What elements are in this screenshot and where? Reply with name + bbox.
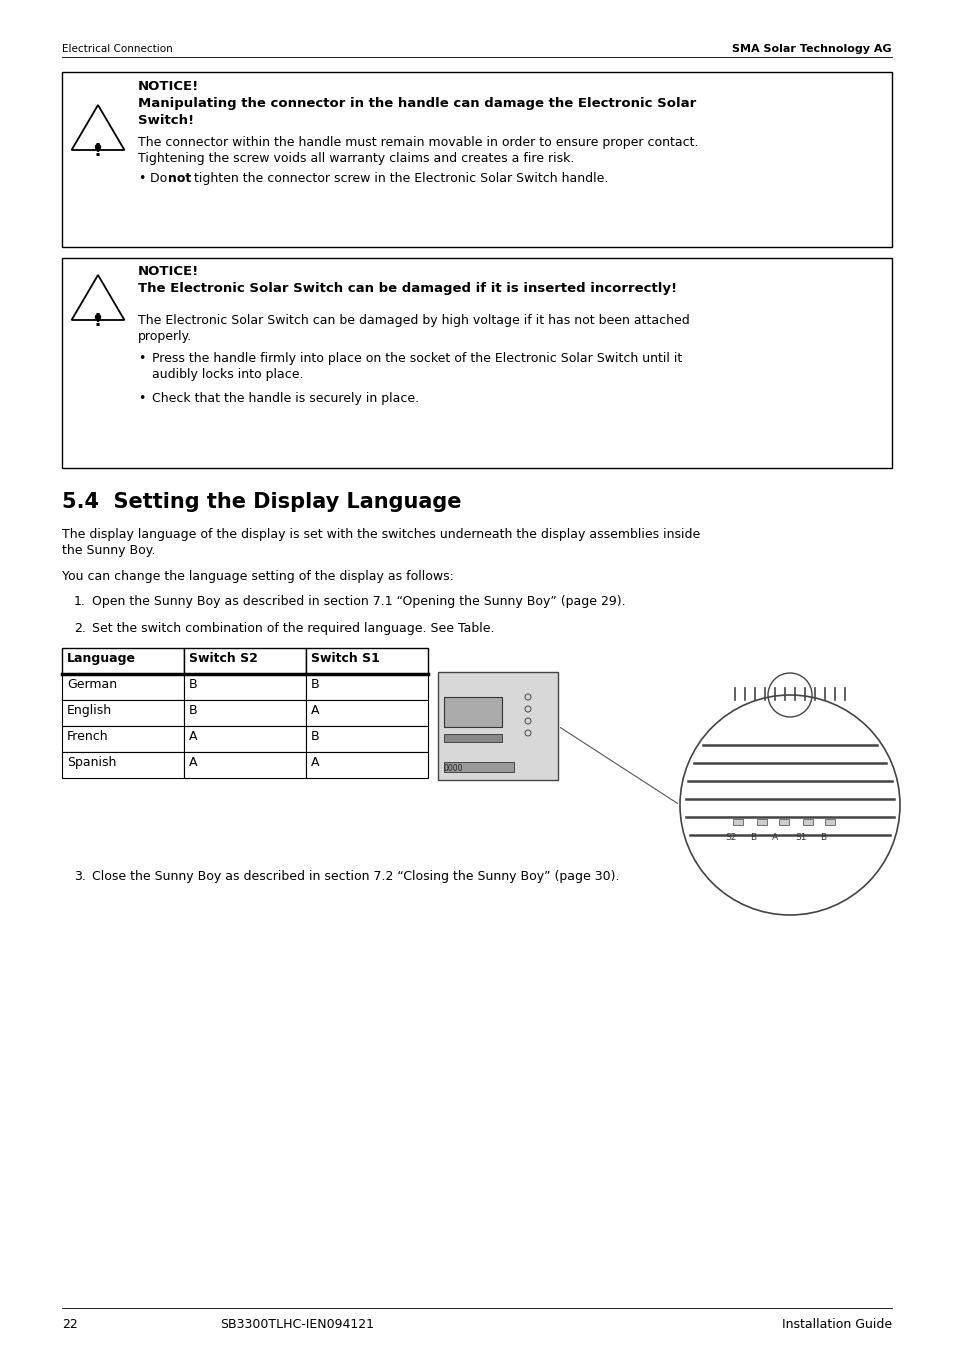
Text: A: A [311, 704, 319, 717]
Circle shape [95, 315, 100, 319]
FancyBboxPatch shape [802, 819, 812, 825]
Text: •: • [138, 172, 145, 185]
Text: 3.: 3. [74, 869, 86, 883]
FancyBboxPatch shape [184, 675, 306, 700]
Text: SB3300TLHC-IEN094121: SB3300TLHC-IEN094121 [220, 1318, 374, 1330]
Text: S2: S2 [724, 833, 736, 842]
Text: Installation Guide: Installation Guide [781, 1318, 891, 1330]
Text: Tightening the screw voids all warranty claims and creates a fire risk.: Tightening the screw voids all warranty … [138, 151, 574, 165]
Text: B: B [311, 730, 319, 744]
Text: audibly locks into place.: audibly locks into place. [152, 368, 303, 381]
Text: !: ! [93, 142, 102, 160]
FancyBboxPatch shape [62, 752, 184, 777]
FancyBboxPatch shape [62, 726, 184, 752]
Text: NOTICE!: NOTICE! [138, 265, 199, 279]
Text: !: ! [93, 312, 102, 330]
Text: B: B [820, 833, 825, 842]
Text: Switch!: Switch! [138, 114, 193, 127]
Text: German: German [67, 677, 117, 691]
Text: not: not [168, 172, 191, 185]
FancyBboxPatch shape [779, 819, 788, 825]
Text: Close the Sunny Boy as described in section 7.2 “Closing the Sunny Boy” (page 30: Close the Sunny Boy as described in sect… [91, 869, 618, 883]
Text: 0000: 0000 [443, 764, 463, 773]
FancyBboxPatch shape [62, 675, 184, 700]
Text: English: English [67, 704, 112, 717]
Text: Manipulating the connector in the handle can damage the Electronic Solar: Manipulating the connector in the handle… [138, 97, 696, 110]
Text: B: B [311, 677, 319, 691]
FancyBboxPatch shape [437, 672, 558, 780]
FancyBboxPatch shape [62, 258, 891, 468]
Text: Switch S1: Switch S1 [311, 652, 379, 665]
Text: A: A [189, 730, 197, 744]
FancyBboxPatch shape [443, 763, 514, 772]
Text: B: B [189, 704, 197, 717]
Text: Spanish: Spanish [67, 756, 116, 769]
FancyBboxPatch shape [732, 819, 742, 825]
Text: The display language of the display is set with the switches underneath the disp: The display language of the display is s… [62, 529, 700, 541]
Text: Press the handle firmly into place on the socket of the Electronic Solar Switch : Press the handle firmly into place on th… [152, 352, 681, 365]
Text: •: • [138, 392, 145, 406]
Text: Set the switch combination of the required language. See Table.: Set the switch combination of the requir… [91, 622, 494, 635]
Text: Check that the handle is securely in place.: Check that the handle is securely in pla… [152, 392, 418, 406]
FancyBboxPatch shape [306, 752, 428, 777]
FancyBboxPatch shape [62, 72, 891, 247]
FancyBboxPatch shape [62, 648, 184, 675]
Text: B: B [749, 833, 756, 842]
FancyBboxPatch shape [62, 700, 184, 726]
Text: Language: Language [67, 652, 136, 665]
Text: 5.4  Setting the Display Language: 5.4 Setting the Display Language [62, 492, 461, 512]
Text: 22: 22 [62, 1318, 77, 1330]
FancyBboxPatch shape [306, 726, 428, 752]
Text: S1: S1 [794, 833, 805, 842]
FancyBboxPatch shape [824, 819, 834, 825]
Text: A: A [189, 756, 197, 769]
FancyBboxPatch shape [443, 734, 501, 742]
FancyBboxPatch shape [443, 698, 501, 727]
FancyBboxPatch shape [306, 700, 428, 726]
Text: NOTICE!: NOTICE! [138, 80, 199, 93]
Text: the Sunny Boy.: the Sunny Boy. [62, 544, 155, 557]
FancyBboxPatch shape [184, 752, 306, 777]
Circle shape [95, 145, 100, 150]
FancyBboxPatch shape [184, 700, 306, 726]
Text: The Electronic Solar Switch can be damaged by high voltage if it has not been at: The Electronic Solar Switch can be damag… [138, 314, 689, 327]
FancyBboxPatch shape [184, 648, 306, 675]
Text: French: French [67, 730, 109, 744]
Text: The Electronic Solar Switch can be damaged if it is inserted incorrectly!: The Electronic Solar Switch can be damag… [138, 283, 677, 295]
FancyBboxPatch shape [757, 819, 766, 825]
Text: You can change the language setting of the display as follows:: You can change the language setting of t… [62, 571, 454, 583]
Text: A: A [771, 833, 778, 842]
Text: •: • [138, 352, 145, 365]
Text: Switch S2: Switch S2 [189, 652, 257, 665]
FancyBboxPatch shape [184, 726, 306, 752]
Text: 2.: 2. [74, 622, 86, 635]
Text: B: B [189, 677, 197, 691]
Text: tighten the connector screw in the Electronic Solar Switch handle.: tighten the connector screw in the Elect… [190, 172, 608, 185]
Text: The connector within the handle must remain movable in order to ensure proper co: The connector within the handle must rem… [138, 137, 698, 149]
Text: 1.: 1. [74, 595, 86, 608]
Text: properly.: properly. [138, 330, 193, 343]
Text: Do: Do [150, 172, 172, 185]
Text: A: A [311, 756, 319, 769]
Text: SMA Solar Technology AG: SMA Solar Technology AG [732, 45, 891, 54]
Text: Open the Sunny Boy as described in section 7.1 “Opening the Sunny Boy” (page 29): Open the Sunny Boy as described in secti… [91, 595, 625, 608]
FancyBboxPatch shape [306, 648, 428, 675]
Text: Electrical Connection: Electrical Connection [62, 45, 172, 54]
FancyBboxPatch shape [306, 675, 428, 700]
